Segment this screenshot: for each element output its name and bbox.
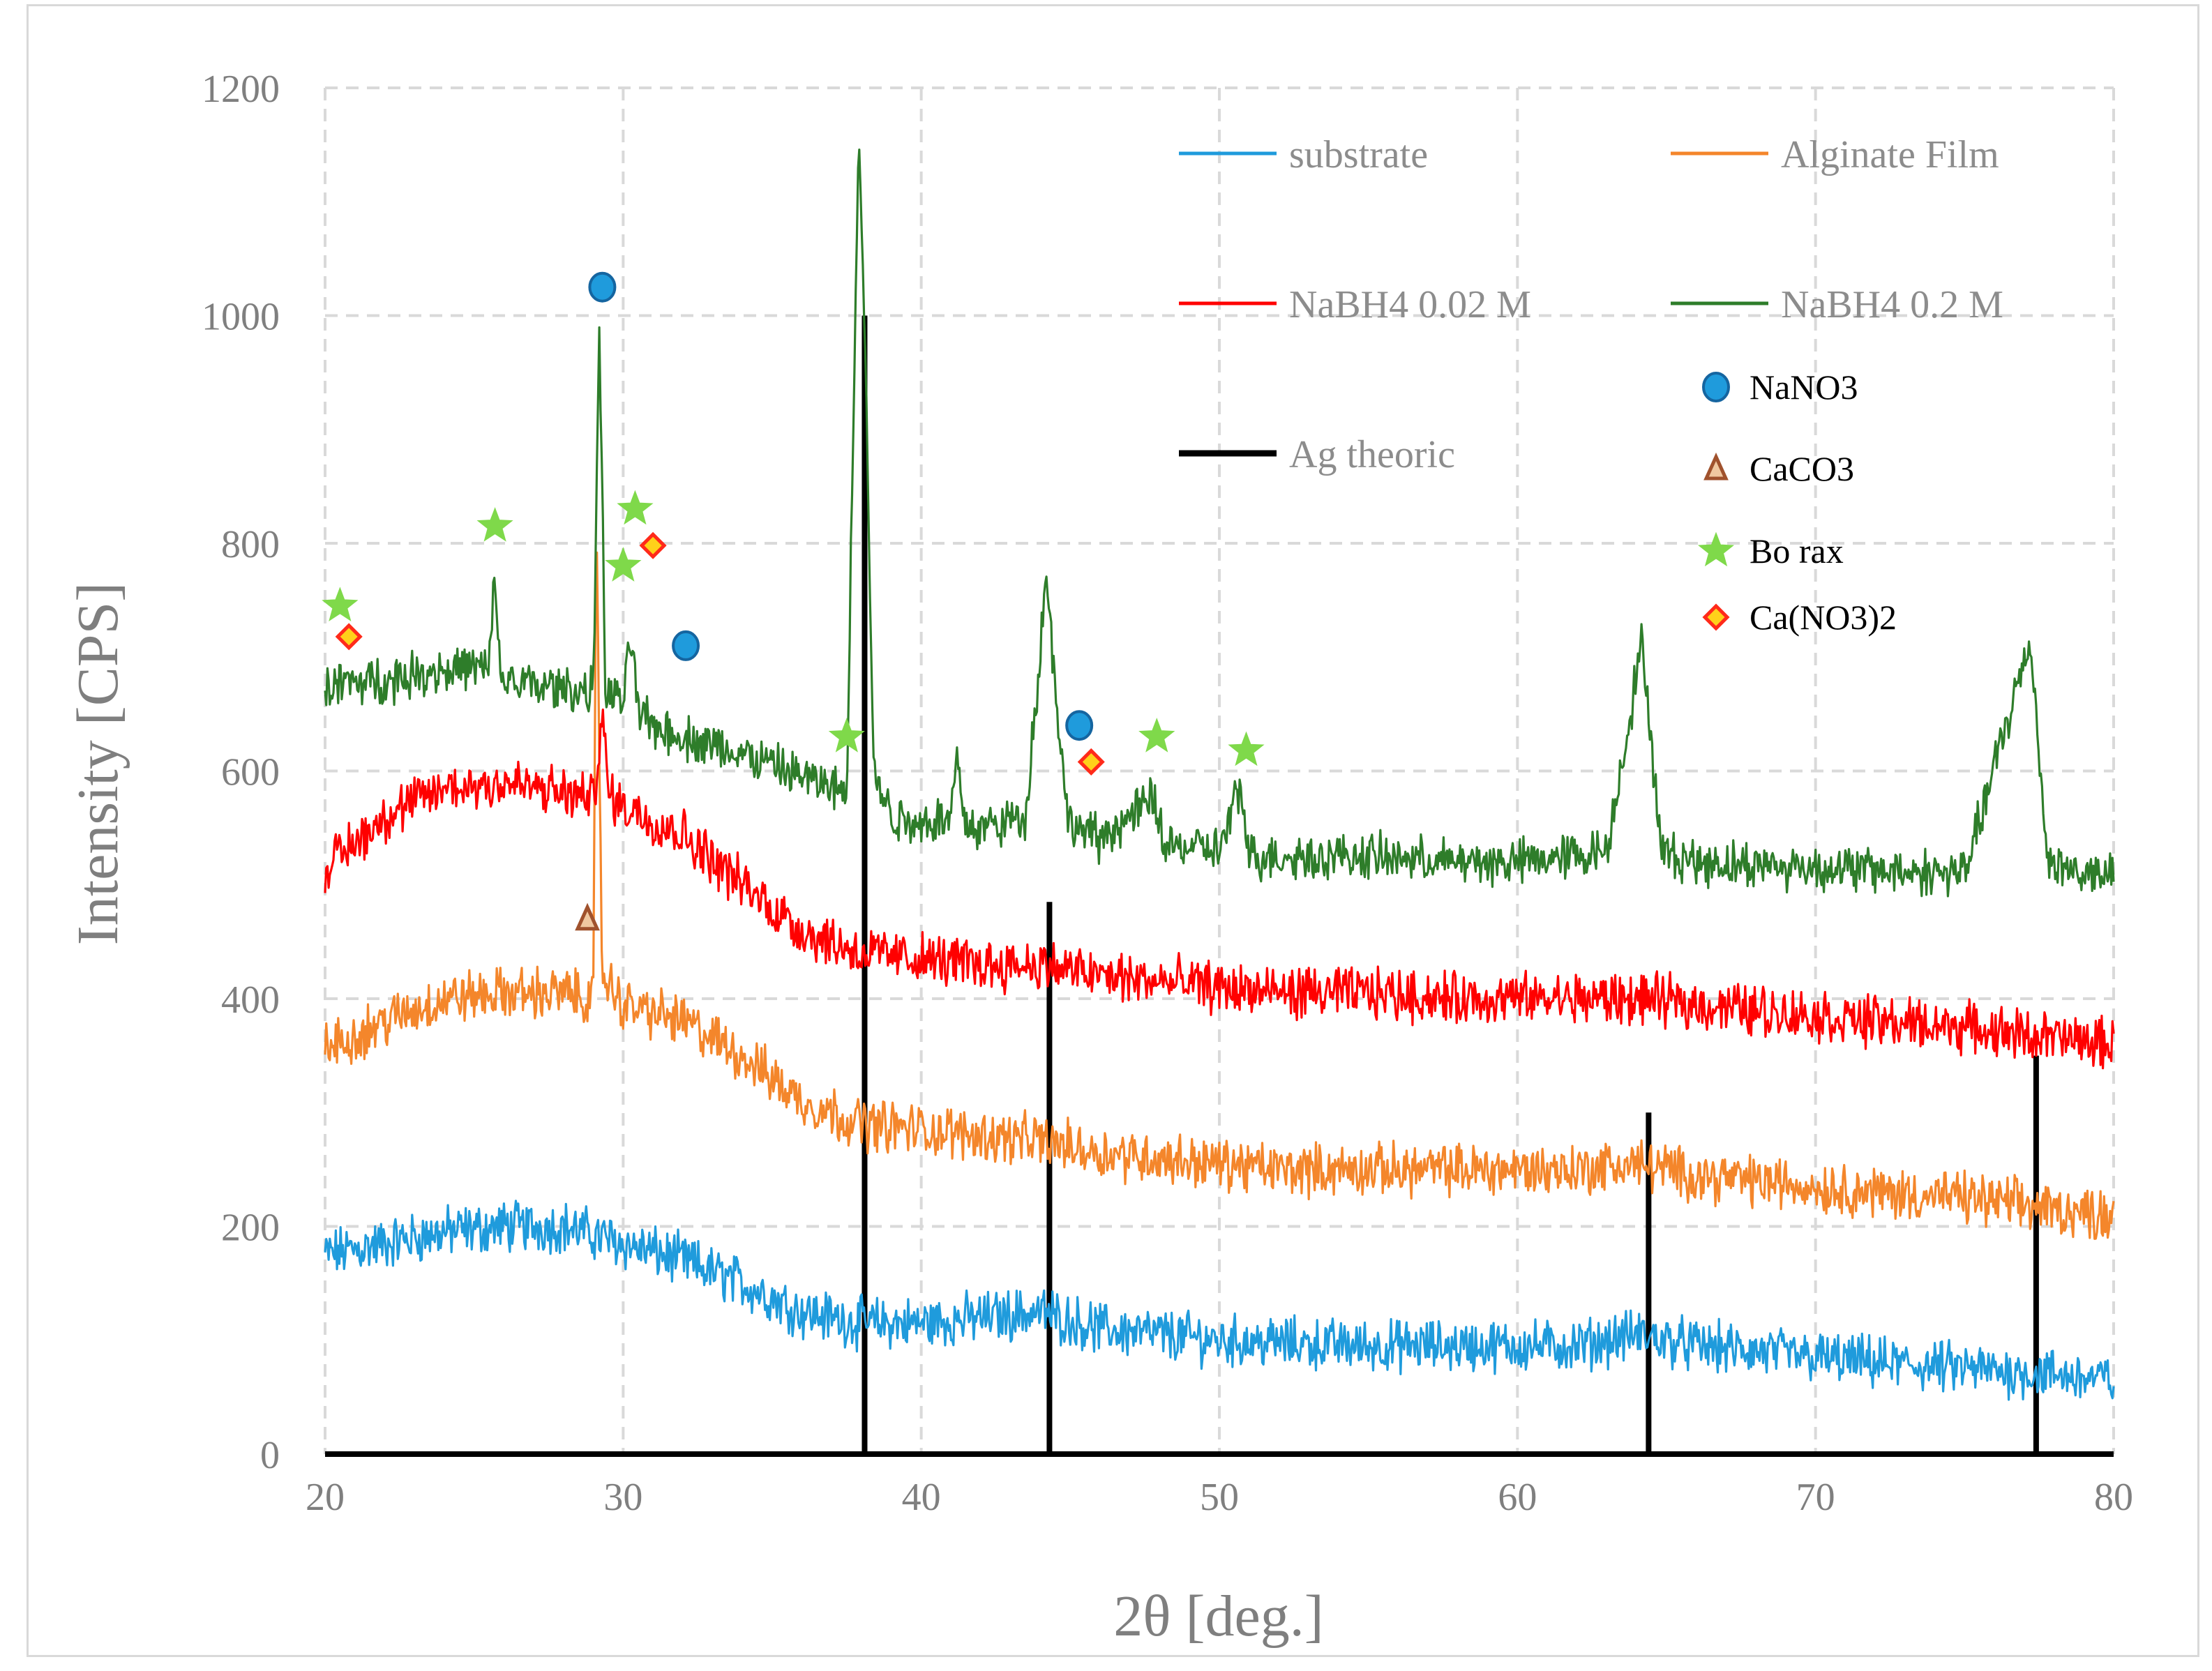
legend-label: NaBH4 0.02 M: [1289, 283, 1531, 326]
x-tick-label: 20: [306, 1476, 345, 1519]
legend-label: NaBH4 0.2 M: [1781, 283, 2003, 326]
legend-marker-triangle: [1703, 452, 1729, 481]
legend-label: Ag theoric: [1289, 433, 1455, 476]
y-tick-label: 600: [221, 751, 280, 794]
legend-label: substrate: [1289, 133, 1428, 176]
annotation-layer: [322, 271, 1265, 931]
y-tick-label: 400: [221, 978, 280, 1022]
star-peak-marker: [476, 507, 513, 542]
x-tick-label: 60: [1498, 1476, 1537, 1519]
legend-marker-diamond: [1702, 603, 1730, 631]
y-tick-label: 1200: [202, 68, 280, 111]
legend-marker-star: [1697, 531, 1735, 567]
y-tick-label: 200: [221, 1207, 280, 1250]
x-axis-title: 2θ [deg.]: [1113, 1584, 1323, 1649]
star-peak-marker: [828, 718, 865, 753]
legend-marker-label: CaCO3: [1750, 449, 1854, 488]
legend: substrate Alginate Film NaBH4 0.02 M NaBH4 …: [1179, 133, 2003, 637]
series-line-3: [324, 149, 2115, 898]
legend-label: Alginate Film: [1781, 133, 1999, 176]
diamond-peak-marker: [639, 531, 667, 559]
series-line-1: [324, 551, 2115, 1240]
series-line-0: [324, 1200, 2115, 1401]
star-peak-marker: [1228, 731, 1265, 766]
triangle-peak-marker: [575, 902, 600, 931]
star-peak-marker: [605, 547, 642, 582]
diamond-peak-marker: [335, 623, 363, 651]
diamond-peak-marker: [1077, 748, 1105, 776]
x-tick-label: 70: [1796, 1476, 1835, 1519]
x-tick-label: 40: [902, 1476, 941, 1519]
grid-layer: [324, 86, 2115, 1454]
y-tick-label: 1000: [202, 296, 280, 339]
star-peak-marker: [322, 587, 359, 621]
star-peak-marker: [1138, 718, 1175, 753]
series-layer: [324, 149, 2115, 1401]
x-tick-label: 50: [1200, 1476, 1239, 1519]
ag-theoric-sticks: [862, 315, 2039, 1454]
y-axis-title: Intensity [CPS]: [66, 582, 130, 945]
legend-marker-circle: [1702, 372, 1730, 402]
y-tick-label: 800: [221, 523, 280, 566]
circle-peak-marker: [588, 271, 617, 303]
circle-peak-marker: [1065, 710, 1094, 741]
y-tick-label: 0: [260, 1434, 280, 1477]
legend-marker-label: Ca(NO3)2: [1750, 598, 1897, 637]
series-line-2: [324, 708, 2115, 1070]
x-tick-label: 30: [603, 1476, 642, 1519]
legend-marker-label: Bo rax: [1750, 531, 1844, 570]
star-peak-marker: [617, 490, 654, 525]
x-tick-label: 80: [2094, 1476, 2133, 1519]
circle-peak-marker: [672, 630, 700, 661]
legend-marker-label: NaNO3: [1750, 368, 1858, 407]
